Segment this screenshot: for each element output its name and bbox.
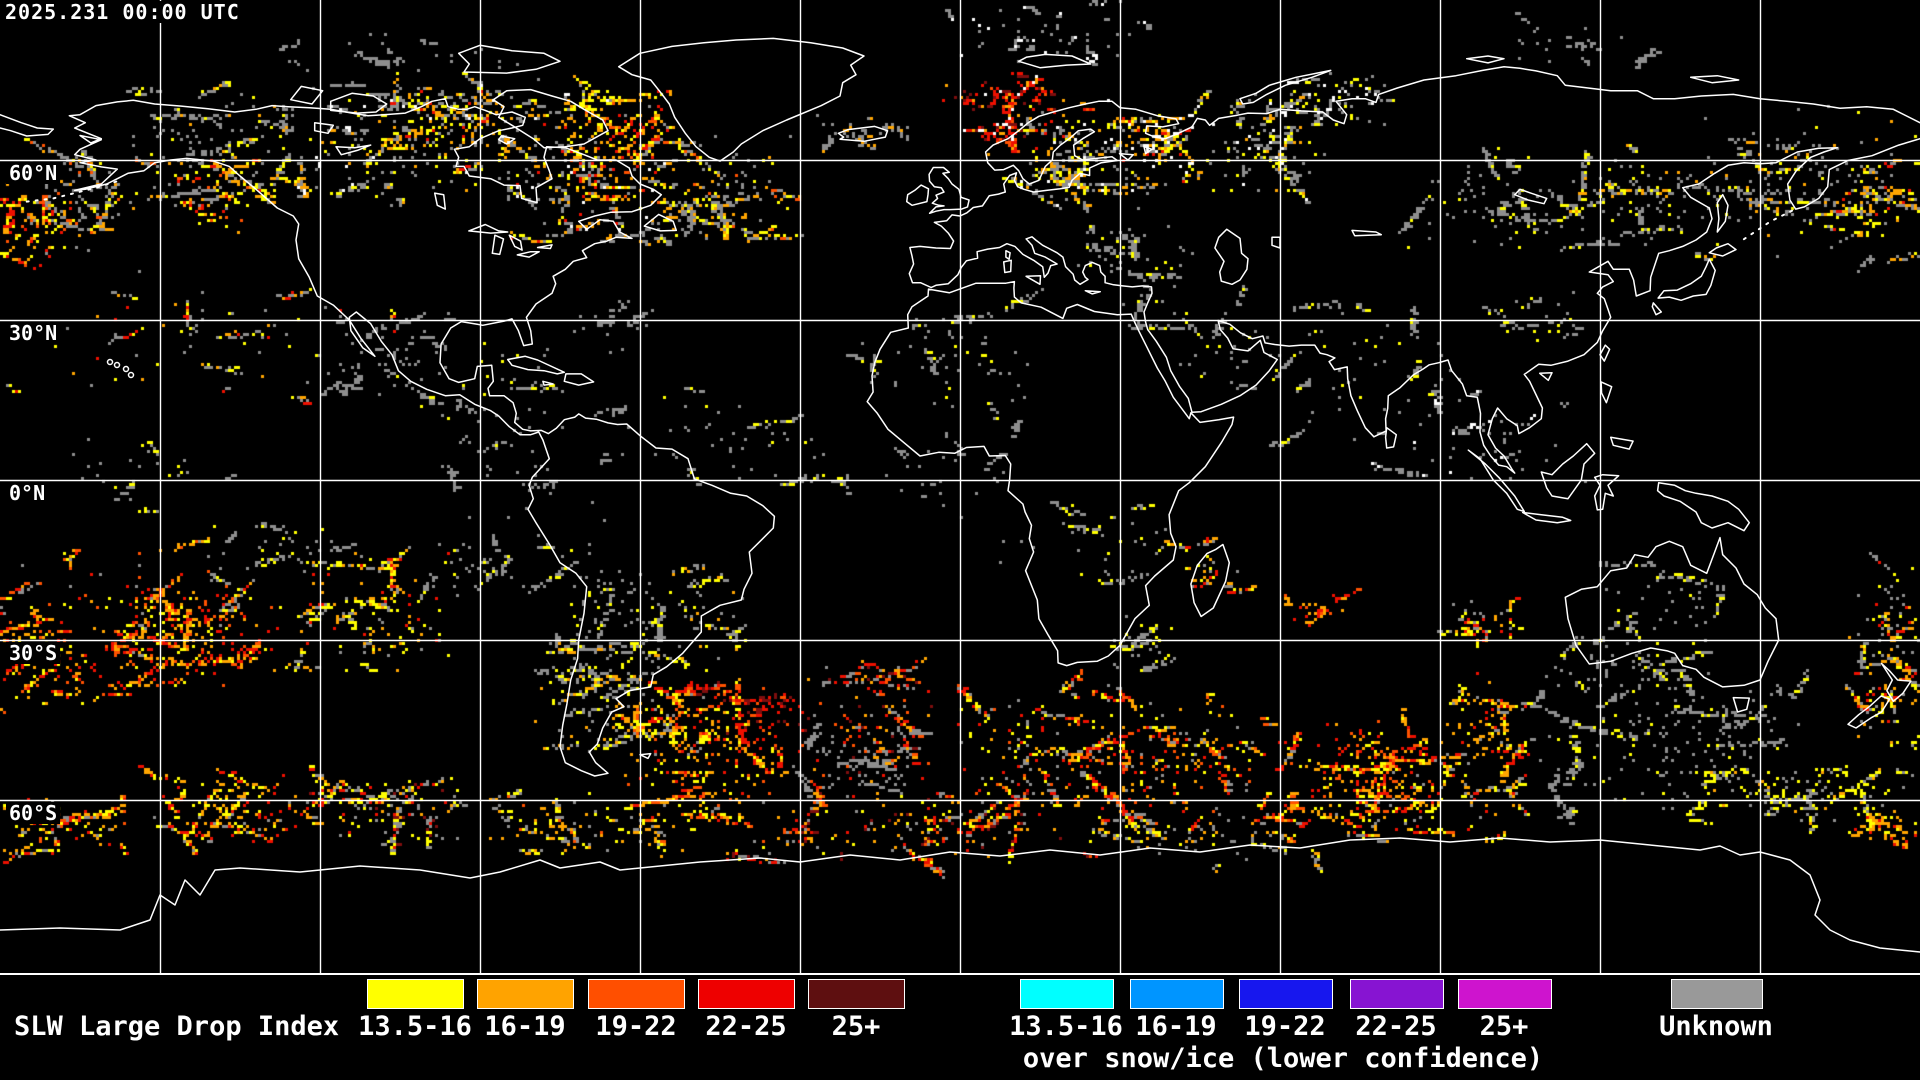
coastline-path [1143, 145, 1153, 155]
coastline-path [1540, 442, 1596, 500]
coastline-path [1538, 372, 1553, 382]
coastline-path [908, 65, 1920, 474]
coastline-path [1190, 543, 1231, 618]
coastline-path [1271, 236, 1281, 249]
coastline-path [1689, 74, 1740, 84]
coastline-path [1564, 536, 1780, 688]
coastline-path [1002, 259, 1012, 274]
coastline-path [1084, 289, 1102, 295]
island-dot [127, 371, 135, 379]
legend-label-25plus: 25+ [831, 1011, 881, 1042]
coastline-path [468, 223, 509, 234]
coastline-path [928, 166, 970, 215]
legend-swatch-snow-19-22 [1239, 979, 1333, 1009]
coastline-path [1880, 662, 1912, 703]
legend-swatch-unknown [1671, 979, 1763, 1009]
coastline-path [1351, 229, 1383, 237]
coastline-path [1017, 53, 1092, 69]
coastline-path [1656, 481, 1751, 532]
coastline-path [335, 144, 372, 156]
coastline-path [1651, 302, 1663, 316]
legend-label-snow-22-25: 22-25 [1355, 1011, 1437, 1042]
coastline-path [639, 752, 652, 760]
coastline-path [0, 837, 1920, 953]
coastline-path [1521, 511, 1572, 524]
coastline-path [68, 97, 776, 777]
coastline-path [1005, 249, 1011, 260]
legend-swatch-19-22 [588, 979, 685, 1009]
legend-label-16-19: 16-19 [484, 1011, 566, 1042]
coastline-path [1593, 473, 1620, 511]
coastline-path [1732, 696, 1751, 713]
legend-label-snow-25plus: 25+ [1479, 1011, 1529, 1042]
coastline-path [542, 380, 554, 386]
coastline-path [1118, 152, 1135, 161]
coastline-path [1384, 426, 1398, 449]
island-dot [106, 358, 114, 366]
coastline-path [837, 125, 889, 143]
legend-swatch-16-19 [477, 979, 574, 1009]
coastline-path [1239, 69, 1332, 105]
coastline-path [1214, 228, 1249, 286]
legend-swatch-snow-25plus [1458, 979, 1552, 1009]
coastline-path [1465, 55, 1505, 64]
legend-swatch-25plus [808, 979, 905, 1009]
coastline-path [643, 213, 678, 232]
coastline-path [1467, 449, 1526, 513]
timestamp-label: 2025.231 00:00 UTC [2, 1, 243, 23]
coastline-path [497, 135, 516, 145]
coastline-path [1708, 242, 1737, 257]
coastline-path [516, 250, 540, 258]
coastline-path [313, 121, 335, 135]
coastline-path [563, 373, 595, 386]
legend-title: SLW Large Drop Index [14, 1011, 340, 1042]
coastline-path [1716, 193, 1729, 233]
legend-label-13.5-16: 13.5-16 [358, 1011, 472, 1042]
coastline-path [457, 44, 561, 74]
coastline-path [1847, 695, 1891, 729]
legend-swatch-snow-16-19 [1130, 979, 1224, 1009]
latitude-label-60s: 60°S [6, 802, 61, 824]
coastline-path [329, 92, 388, 114]
coastline-path [1513, 188, 1548, 205]
legend-label-snow-13.5-16: 13.5-16 [1009, 1011, 1123, 1042]
coastline-path [433, 192, 447, 210]
coastline-path [1600, 381, 1613, 404]
coastline-path [536, 244, 553, 250]
coastline-path [1609, 436, 1634, 450]
coastline-path [508, 234, 523, 251]
latitude-label-30n: 30°N [6, 322, 61, 344]
coastline-path [866, 280, 1235, 667]
island-dot [122, 365, 130, 373]
coastline-path [25, 180, 119, 203]
coastline-path [617, 37, 865, 162]
coastline-path [492, 88, 609, 149]
legend-label-22-25: 22-25 [705, 1011, 787, 1042]
legend-label-snow-16-19: 16-19 [1135, 1011, 1217, 1042]
coastline-path [905, 184, 930, 207]
legend-label-snow-19-22: 19-22 [1244, 1011, 1326, 1042]
latitude-label-30s: 30°S [6, 642, 61, 664]
legend-swatch-snow-22-25 [1350, 979, 1444, 1009]
island-dot [113, 361, 121, 369]
coastline-path [1025, 274, 1042, 286]
legend-swatch-13.5-16 [367, 979, 464, 1009]
legend-label-unknown: Unknown [1659, 1011, 1773, 1042]
coastline-path [0, 113, 55, 137]
coastline-path [491, 234, 505, 256]
legend-swatch-22-25 [698, 979, 795, 1009]
coastline-path [1599, 344, 1611, 362]
coastline-path [506, 355, 566, 375]
legend-swatch-snow-13.5-16 [1020, 979, 1114, 1009]
legend-subtitle-snow-ice: over snow/ice (lower confidence) [1022, 1043, 1544, 1074]
coastline-path [1737, 209, 1793, 244]
latitude-label-60n: 60°N [6, 162, 61, 184]
latitude-label-0n: 0°N [6, 482, 49, 504]
legend-label-19-22: 19-22 [595, 1011, 677, 1042]
coastline-path [289, 85, 324, 105]
coastline-path [1657, 258, 1716, 302]
